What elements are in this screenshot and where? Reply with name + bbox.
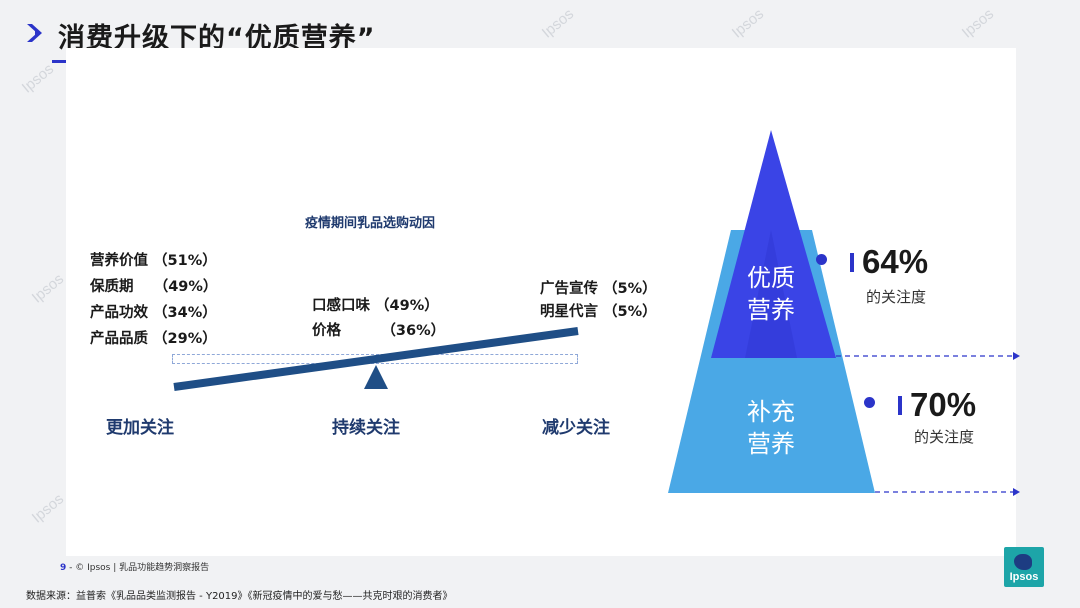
bullet-dot-icon — [864, 397, 875, 408]
arrow-right-icon — [1013, 352, 1020, 360]
marker-bar — [898, 396, 902, 415]
bottom-percent-note: 的关注度 — [914, 428, 975, 446]
list-item: 营养价值 （51%） — [90, 253, 217, 269]
logo-mark-icon — [1014, 554, 1032, 570]
lever-beam — [173, 327, 579, 391]
less-attention-label: 减少关注 — [542, 418, 610, 438]
balance-reference-line — [172, 354, 578, 364]
list-item: 价格 （36%） — [312, 323, 446, 339]
pyramid-bottom-label: 补充 营养 — [747, 398, 795, 458]
pyramid-shade — [745, 230, 797, 358]
arrow-right-icon — [1013, 488, 1020, 496]
balance-caption: 疫情期间乳品选购动因 — [305, 216, 436, 231]
list-item: 明星代言 （5%） — [540, 304, 657, 320]
chevron-right-icon — [27, 24, 42, 42]
more-attention-label: 更加关注 — [106, 418, 174, 438]
data-source: 数据来源：益普索《乳品品类监测报告 - Y2019》《新冠疫情中的爱与愁——共克… — [26, 591, 453, 602]
more-attention-list: 营养价值 （51%） 保质期 （49%） 产品功效 （34%） 产品品质 （29… — [90, 248, 217, 352]
ipsos-logo: Ipsos — [1004, 547, 1044, 587]
top-percent: 64% — [862, 243, 929, 280]
continued-attention-list: 口感口味 （49%） 价格 （36%） — [312, 294, 445, 344]
list-item: 口感口味 （49%） — [312, 298, 439, 314]
list-item: 广告宣传 （5%） — [540, 281, 657, 297]
pyramid-bottom — [668, 230, 875, 493]
fulcrum-icon — [364, 365, 388, 389]
pyramid-top-label: 优质 营养 — [747, 264, 795, 324]
copyright: - © Ipsos | 乳品功能趋势洞察报告 — [69, 563, 210, 573]
marker-bar — [850, 253, 854, 272]
top-percent-note: 的关注度 — [866, 288, 927, 306]
bullet-dot-icon — [816, 254, 827, 265]
page-number: 9 — [60, 563, 67, 573]
bottom-percent: 70% — [910, 386, 977, 423]
list-item: 产品品质 （29%） — [90, 331, 217, 347]
continued-attention-label: 持续关注 — [332, 418, 400, 438]
footer: 9 - © Ipsos | 乳品功能趋势洞察报告 — [60, 560, 209, 573]
less-attention-list: 广告宣传 （5%） 明星代言 （5%） — [540, 278, 657, 324]
list-item: 保质期 （49%） — [90, 279, 218, 295]
list-item: 产品功效 （34%） — [90, 305, 217, 321]
